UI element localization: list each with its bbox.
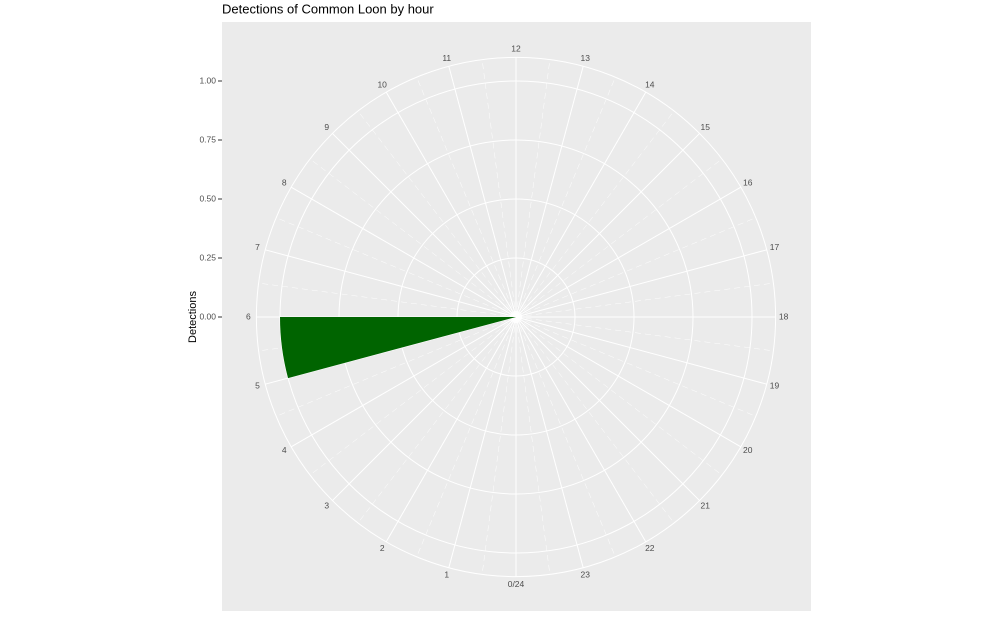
x-tick-label: 19 [770, 381, 780, 391]
minor-grid-line [515, 110, 675, 318]
y-tick-label: 1.00 [199, 75, 216, 85]
minor-grid-line [515, 77, 616, 318]
grid-spoke [515, 186, 742, 318]
grid-spoke [515, 316, 647, 543]
grid-spoke [515, 66, 584, 318]
x-tick-label: 17 [770, 242, 780, 252]
minor-grid-line [515, 282, 774, 318]
minor-grid-line [515, 316, 675, 524]
y-tick-label: 0.50 [199, 193, 216, 203]
minor-grid-line [357, 110, 517, 318]
grid-spoke [448, 66, 517, 318]
x-tick-label: 15 [700, 122, 710, 132]
x-tick-label: 22 [645, 543, 655, 553]
grid-spoke [265, 249, 517, 318]
x-tick-label: 4 [282, 445, 287, 455]
grid-spoke [515, 316, 700, 501]
minor-grid-line [357, 316, 517, 524]
y-tick-label: 0.75 [199, 134, 216, 144]
grid-spoke [515, 316, 742, 448]
x-tick-label: 20 [743, 445, 753, 455]
grid-spoke [290, 316, 517, 448]
y-tick-label: 0.25 [199, 252, 216, 262]
minor-grid-line [258, 282, 517, 318]
y-axis-title: Detections [187, 291, 199, 343]
minor-grid-line [309, 158, 517, 318]
x-tick-label: 2 [380, 543, 385, 553]
minor-grid-line [416, 77, 517, 318]
chart-title: Detections of Common Loon by hour [222, 1, 434, 16]
x-tick-label: 16 [743, 177, 753, 187]
x-tick-label: 1 [444, 570, 449, 580]
minor-grid-line [515, 59, 551, 318]
minor-grid-line [515, 316, 774, 352]
minor-grid-line [515, 316, 551, 575]
x-tick-label: 6 [246, 311, 251, 321]
minor-grid-line [276, 217, 517, 318]
x-tick-label: 7 [255, 242, 260, 252]
minor-grid-line [309, 316, 517, 476]
minor-grid-line [515, 158, 723, 318]
grid-spoke [385, 316, 517, 543]
x-tick-label: 0/24 [508, 579, 525, 589]
minor-grid-line [515, 217, 756, 318]
grid-spoke [332, 316, 517, 501]
minor-grid-line [515, 316, 756, 417]
grid-spoke [515, 133, 700, 318]
x-tick-label: 18 [779, 311, 789, 321]
x-tick-label: 3 [324, 500, 329, 510]
grid-spoke [332, 133, 517, 318]
x-tick-label: 5 [255, 381, 260, 391]
grid-spoke [290, 186, 517, 318]
minor-grid-line [515, 316, 616, 557]
x-tick-label: 12 [511, 44, 521, 54]
x-tick-label: 14 [645, 80, 655, 90]
grid-spoke [515, 249, 767, 318]
grid-spoke [385, 91, 517, 318]
bar [280, 317, 516, 379]
x-tick-label: 9 [324, 122, 329, 132]
grid-spoke [515, 316, 584, 568]
x-tick-label: 10 [377, 80, 387, 90]
x-tick-label: 8 [282, 177, 287, 187]
x-tick-label: 23 [581, 570, 591, 580]
minor-grid-line [515, 316, 723, 476]
x-tick-label: 13 [581, 53, 591, 63]
minor-grid-line [276, 316, 517, 417]
minor-grid-line [481, 316, 517, 575]
grid-spoke [448, 316, 517, 568]
x-tick-label: 11 [442, 53, 451, 63]
minor-grid-line [481, 59, 517, 318]
grid-spoke [515, 316, 767, 385]
y-tick-label: 0.00 [199, 311, 216, 321]
minor-grid-line [416, 316, 517, 557]
x-tick-label: 21 [700, 500, 710, 510]
grid-spoke [515, 91, 647, 318]
